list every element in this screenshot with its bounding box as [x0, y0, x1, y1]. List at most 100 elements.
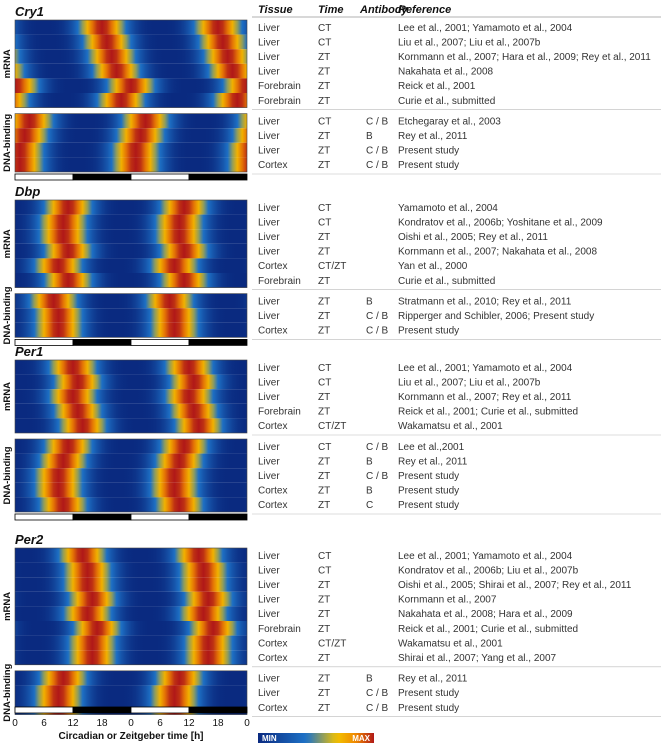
tissue-cell: Liver — [258, 23, 280, 34]
reference-cell: Kornmann et al., 2007; Rey et al., 2011 — [398, 392, 572, 403]
time-cell: ZT — [318, 232, 330, 243]
reference-cell: Lee et al., 2001; Yamamoto et al., 2004 — [398, 551, 573, 562]
group-label-mrna: mRNA — [2, 49, 13, 78]
group-label-dna-binding: DNA-binding — [2, 446, 13, 504]
tissue-cell: Forebrain — [258, 407, 301, 418]
light-phase-segment — [130, 706, 190, 714]
time-cell: ZT — [318, 247, 330, 258]
light-phase-segment — [14, 173, 74, 181]
tissue-cell: Liver — [258, 674, 280, 685]
heatmap-row — [15, 93, 247, 108]
time-cell: ZT — [318, 624, 330, 635]
x-tick-label: 0 — [12, 718, 18, 729]
heatmap-row — [15, 258, 247, 273]
colorbar-max-label: MAX — [352, 734, 370, 743]
gene-title-per1: Per1 — [15, 344, 43, 359]
time-cell: CT — [318, 551, 331, 562]
time-cell: CT — [318, 217, 331, 228]
tissue-cell: Cortex — [258, 261, 287, 272]
antibody-cell: C / B — [366, 442, 389, 453]
reference-cell: Kornmann et al., 2007; Nakahata et al., … — [398, 247, 597, 258]
reference-cell: Shirai et al., 2007; Yang et al., 2007 — [398, 653, 557, 664]
tissue-cell: Liver — [258, 52, 280, 63]
time-cell: CT — [318, 565, 331, 576]
time-cell: ZT — [318, 674, 330, 685]
reference-cell: Rey et al., 2011 — [398, 131, 468, 142]
heatmap-row — [15, 374, 247, 390]
tissue-cell: Liver — [258, 363, 280, 374]
reference-cell: Curie et al., submitted — [398, 276, 495, 287]
reference-cell: Lee et al., 2001; Yamamoto et al., 2004 — [398, 23, 573, 34]
reference-cell: Oishi et al., 2005; Rey et al., 2011 — [398, 232, 548, 243]
light-phase-segment — [14, 513, 74, 521]
light-dark-bar — [14, 513, 248, 521]
tissue-cell: Cortex — [258, 653, 287, 664]
heatmap-row — [15, 273, 247, 288]
light-dark-bar — [14, 173, 248, 181]
heatmap-row — [15, 606, 247, 621]
group-label-mrna: mRNA — [2, 229, 13, 258]
reference-cell: Oishi et al., 2005; Shirai et al., 2007;… — [398, 580, 632, 591]
reference-cell: Lee et al.,2001 — [398, 442, 465, 453]
time-cell: CT — [318, 23, 331, 34]
tissue-cell: Cortex — [258, 486, 287, 497]
time-cell: ZT — [318, 276, 330, 287]
reference-cell: Nakahata et al., 2008; Hara et al., 2009 — [398, 609, 573, 620]
time-cell: ZT — [318, 392, 330, 403]
heatmap-row — [15, 200, 247, 215]
reference-cell: Stratmann et al., 2010; Rey et al., 2011 — [398, 296, 572, 307]
x-tick-label: 6 — [157, 718, 163, 729]
light-phase-segment — [130, 513, 190, 521]
heatmap-row — [15, 468, 247, 483]
time-axis: 0 6 12 18 0 6 12 18 0 Circadian or Zeitgeber time… — [12, 718, 250, 742]
reference-cell: Curie et al., submitted — [398, 96, 495, 107]
heatmap-row — [15, 308, 247, 323]
tissue-cell: Liver — [258, 551, 280, 562]
tissue-cell: Liver — [258, 247, 280, 258]
time-cell: ZT — [318, 688, 330, 699]
antibody-cell: C — [366, 500, 373, 511]
tissue-cell: Liver — [258, 146, 280, 157]
heatmap-row — [15, 548, 247, 563]
reference-cell: Present study — [398, 688, 459, 699]
heatmap-group-border — [14, 199, 248, 288]
time-cell: ZT — [318, 96, 330, 107]
reference-cell: Liu et al., 2007; Liu et al., 2007b — [398, 377, 541, 388]
tissue-cell: Cortex — [258, 703, 287, 714]
heatmap-row — [15, 497, 247, 512]
time-cell: CT — [318, 203, 331, 214]
tissue-cell: Liver — [258, 67, 280, 78]
heatmap-group-border — [14, 113, 248, 173]
x-tick-label: 18 — [212, 718, 224, 729]
antibody-cell: C / B — [366, 326, 389, 337]
time-cell: ZT — [318, 67, 330, 78]
antibody-cell: B — [366, 131, 373, 142]
dark-phase-segment — [72, 513, 132, 521]
tissue-cell: Liver — [258, 565, 280, 576]
light-phase-segment — [130, 338, 190, 346]
time-cell: ZT — [318, 52, 330, 63]
gene-title-dbp: Dbp — [15, 184, 40, 199]
dark-phase-segment — [188, 706, 248, 714]
reference-cell: Present study — [398, 326, 459, 337]
time-cell: CT — [318, 442, 331, 453]
heatmap-row — [15, 78, 247, 93]
heatmap-row — [15, 389, 247, 404]
antibody-cell: C / B — [366, 471, 389, 482]
time-cell: ZT — [318, 81, 330, 92]
tissue-cell: Liver — [258, 456, 280, 467]
x-tick-label: 12 — [67, 718, 79, 729]
antibody-cell: C / B — [366, 703, 389, 714]
heatmap-row — [15, 621, 247, 636]
reference-cell: Present study — [398, 471, 459, 482]
time-cell: CT/ZT — [318, 421, 346, 432]
reference-cell: Yan et al., 2000 — [398, 261, 468, 272]
heatmap-group-border — [14, 438, 248, 513]
x-tick-label: 0 — [128, 718, 134, 729]
time-cell: ZT — [318, 609, 330, 620]
tissue-cell: Forebrain — [258, 276, 301, 287]
reference-cell: Kornmann et al., 2007 — [398, 595, 497, 606]
column-header-tissue: Tissue — [258, 4, 293, 16]
antibody-cell: C / B — [366, 116, 389, 127]
heatmap-row — [15, 670, 247, 686]
